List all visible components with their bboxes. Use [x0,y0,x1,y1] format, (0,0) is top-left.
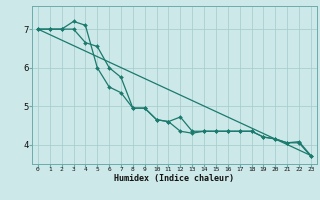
X-axis label: Humidex (Indice chaleur): Humidex (Indice chaleur) [115,174,234,183]
